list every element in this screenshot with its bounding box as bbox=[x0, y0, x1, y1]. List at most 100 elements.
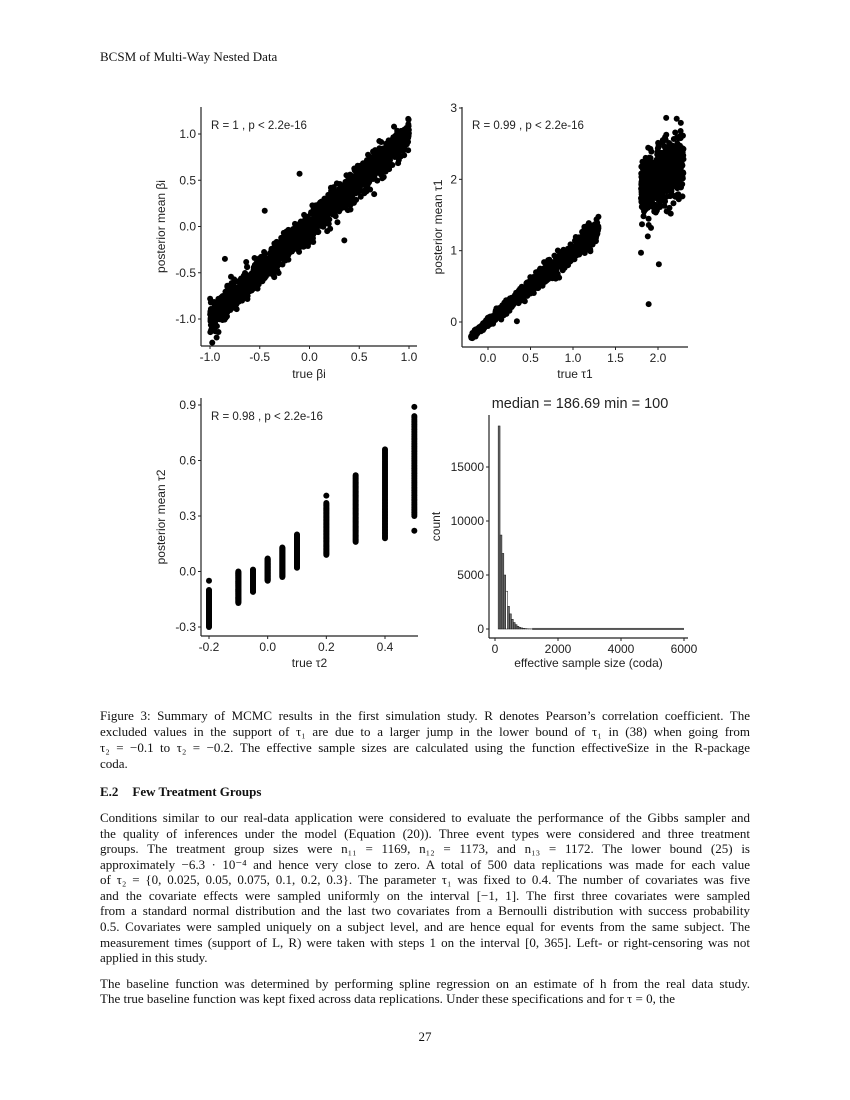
chart-panel-1: -1.0 -0.5 0.0 0.5 1.0 -1.0 -0.5 0.0 0.5 1.0 true β… bbox=[154, 107, 418, 381]
histogram-bar bbox=[518, 627, 522, 630]
data-point bbox=[640, 196, 647, 203]
data-point bbox=[294, 531, 300, 538]
data-point bbox=[411, 413, 418, 420]
data-point bbox=[216, 316, 223, 323]
x-tick-label: -1.0 bbox=[200, 350, 221, 364]
data-point bbox=[250, 264, 257, 271]
data-point bbox=[549, 275, 556, 282]
data-point bbox=[311, 212, 318, 219]
data-point bbox=[324, 228, 331, 235]
data-point bbox=[679, 149, 686, 156]
y-tick-label: 2 bbox=[450, 172, 457, 186]
data-point bbox=[250, 566, 256, 573]
data-point bbox=[560, 247, 567, 254]
data-point bbox=[315, 219, 322, 226]
data-point bbox=[504, 297, 511, 304]
y-tick-label: 0.0 bbox=[179, 565, 196, 579]
chart-panel-2: 0.0 0.5 1.0 1.5 2.0 0 1 2 3 true τ1 posterior mean… bbox=[431, 101, 688, 381]
data-point bbox=[638, 249, 644, 256]
data-point bbox=[342, 186, 349, 193]
histogram-bar bbox=[514, 624, 518, 630]
data-point bbox=[206, 577, 212, 584]
y-axis-label: posterior mean τ1 bbox=[431, 179, 445, 274]
data-point bbox=[487, 317, 494, 324]
data-point bbox=[330, 184, 337, 191]
data-point bbox=[251, 270, 258, 277]
data-point bbox=[212, 303, 219, 310]
data-point bbox=[503, 310, 510, 317]
caption-line: coda. bbox=[100, 756, 128, 771]
data-point bbox=[356, 162, 363, 169]
caption-line: τ₂ = −0.1 to τ₂ = −0.2. The effective sa… bbox=[100, 740, 750, 755]
data-point bbox=[587, 231, 594, 238]
data-point bbox=[655, 261, 662, 268]
x-axis-label: true τ1 bbox=[557, 367, 593, 381]
data-point bbox=[525, 280, 532, 287]
chart-panel-4: 0 2000 4000 6000 0 5000 10000 15000 effective sa… bbox=[429, 396, 698, 670]
data-point bbox=[386, 142, 393, 149]
x-tick-label: 1.5 bbox=[607, 351, 624, 365]
data-point bbox=[378, 172, 385, 179]
paragraph-line: and the covariate effects were sampled u… bbox=[100, 888, 750, 903]
y-tick-label: 0.5 bbox=[179, 173, 196, 187]
y-axis-label: posterior mean βi bbox=[154, 180, 168, 273]
data-point bbox=[549, 262, 556, 269]
x-tick-label: 6000 bbox=[671, 642, 698, 656]
data-point bbox=[350, 184, 357, 191]
x-axis-label: effective sample size (coda) bbox=[514, 656, 663, 670]
data-point bbox=[332, 213, 339, 220]
data-point bbox=[672, 157, 679, 164]
paragraph-line: groups. The treatment group sizes were n… bbox=[100, 841, 750, 856]
data-point bbox=[391, 123, 398, 130]
data-point bbox=[667, 210, 674, 217]
x-tick-label: -0.2 bbox=[199, 640, 220, 654]
data-point bbox=[245, 272, 252, 279]
data-point bbox=[235, 286, 242, 293]
data-point bbox=[663, 193, 670, 200]
data-point bbox=[317, 199, 324, 206]
data-point bbox=[366, 155, 373, 162]
x-tick-label: 0.2 bbox=[318, 640, 335, 654]
data-point bbox=[582, 247, 589, 254]
chart-panel-3: -0.2 0.0 0.2 0.4 -0.3 0.0 0.3 0.6 0.9 true τ2 post… bbox=[154, 398, 418, 670]
data-point bbox=[321, 195, 328, 202]
x-tick-label: 1.0 bbox=[565, 351, 582, 365]
x-tick-label: 0.0 bbox=[480, 351, 497, 365]
data-point bbox=[209, 339, 216, 346]
data-point bbox=[592, 237, 599, 244]
x-tick-label: 2.0 bbox=[650, 351, 667, 365]
data-point bbox=[244, 263, 251, 270]
data-point bbox=[300, 225, 307, 232]
data-point bbox=[542, 260, 549, 267]
x-tick-label: 0.0 bbox=[301, 350, 318, 364]
data-point bbox=[391, 137, 398, 144]
x-tick-label: 1.0 bbox=[401, 350, 418, 364]
data-point bbox=[304, 213, 311, 220]
y-tick-label: 0.6 bbox=[179, 454, 196, 468]
data-point bbox=[367, 186, 374, 193]
points bbox=[468, 114, 687, 342]
data-point bbox=[592, 224, 599, 231]
data-point bbox=[665, 142, 672, 149]
data-point bbox=[232, 297, 239, 304]
data-point bbox=[513, 318, 520, 325]
data-point bbox=[405, 121, 412, 128]
histogram-bar bbox=[509, 613, 512, 630]
data-point bbox=[677, 165, 684, 172]
y-tick-label: 10000 bbox=[451, 514, 485, 528]
x-axis-label: true τ2 bbox=[292, 656, 328, 670]
data-point bbox=[207, 329, 214, 336]
x-tick-label: 4000 bbox=[608, 642, 635, 656]
data-point bbox=[361, 190, 368, 197]
data-point bbox=[320, 212, 327, 219]
data-point bbox=[282, 239, 289, 246]
data-point bbox=[228, 273, 235, 280]
data-point bbox=[674, 134, 681, 141]
data-point bbox=[515, 292, 522, 299]
data-point bbox=[221, 303, 228, 310]
paragraph-line: approximately −6.3 · 10⁻⁴ and hence very… bbox=[100, 857, 750, 872]
histogram-bar bbox=[505, 590, 508, 630]
data-point bbox=[265, 256, 272, 263]
data-point bbox=[305, 231, 312, 238]
data-point bbox=[279, 249, 286, 256]
